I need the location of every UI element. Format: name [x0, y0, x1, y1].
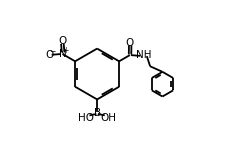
- Text: N: N: [58, 49, 66, 59]
- Text: B: B: [93, 108, 100, 118]
- Text: O: O: [125, 38, 134, 48]
- Text: +: +: [62, 46, 69, 55]
- Text: O: O: [46, 50, 54, 60]
- Text: O: O: [58, 36, 66, 46]
- Text: NH: NH: [136, 50, 151, 60]
- Text: −: −: [49, 47, 56, 56]
- Text: OH: OH: [100, 113, 116, 123]
- Text: HO: HO: [77, 113, 93, 123]
